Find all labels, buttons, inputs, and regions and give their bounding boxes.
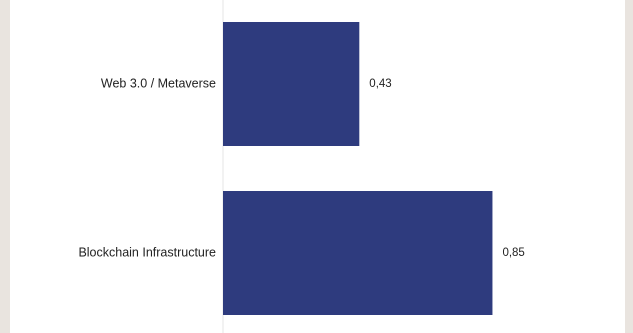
category-label-1: Blockchain Infrastructure xyxy=(78,245,216,259)
bar-1 xyxy=(223,191,493,315)
value-label-0: 0,43 xyxy=(369,78,391,90)
bar-0 xyxy=(223,22,360,146)
category-label-0: Web 3.0 / Metaverse xyxy=(101,76,216,90)
chart-panel: Web 3.0 / Metaverse 0,43 Blockchain Infras… xyxy=(10,0,625,333)
bar-chart: Web 3.0 / Metaverse 0,43 Blockchain Infras… xyxy=(78,0,525,333)
value-label-1: 0,85 xyxy=(502,247,524,259)
